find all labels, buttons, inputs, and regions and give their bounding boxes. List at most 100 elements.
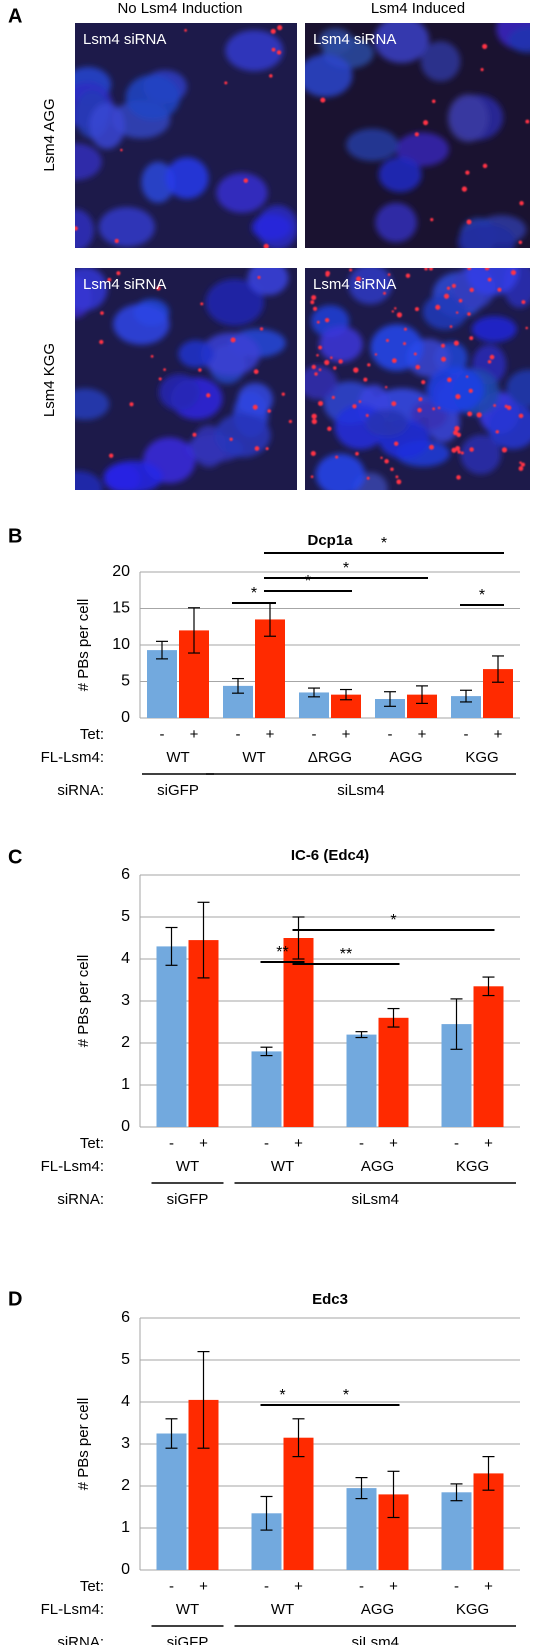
nucleus [460, 434, 501, 475]
x-tick-label: WT [176, 1158, 199, 1175]
p-body [435, 304, 441, 310]
p-body [456, 432, 462, 438]
p-body [253, 369, 259, 375]
p-body [501, 447, 508, 453]
p-body [465, 375, 469, 378]
tet-label: + [266, 726, 275, 743]
error-bar [355, 1031, 368, 1039]
significance-label: * [305, 573, 311, 590]
nucleus [457, 223, 516, 248]
significance-label: * [251, 585, 257, 602]
p-body [366, 476, 370, 480]
p-body [443, 293, 450, 299]
column-label: Lsm4 Induced [371, 0, 465, 17]
p-body [316, 320, 320, 324]
p-body [184, 28, 187, 32]
nucleus [200, 332, 260, 376]
p-body [465, 170, 470, 175]
y-tick-label: 15 [112, 600, 130, 617]
tet-label: + [484, 1578, 493, 1595]
p-body [325, 272, 330, 277]
p-body [384, 459, 389, 464]
p-body [424, 268, 428, 271]
error-bar [387, 1007, 400, 1028]
p-body [447, 377, 452, 383]
x-tick-label: KGG [456, 1158, 489, 1175]
bar [473, 986, 504, 1127]
x-tick-label: WT [271, 1158, 294, 1175]
nucleus [125, 74, 180, 121]
bar [378, 1017, 409, 1127]
p-body [518, 240, 523, 245]
nuclei [305, 23, 530, 248]
p-body [495, 430, 499, 434]
p-body [324, 359, 330, 366]
p-body [352, 404, 357, 409]
nuclei [75, 30, 297, 248]
p-body [441, 343, 446, 348]
error-bar [292, 916, 305, 960]
p-body [467, 411, 473, 417]
p-body [367, 363, 371, 367]
nucleus [395, 132, 449, 167]
nucleus [216, 172, 268, 213]
sirna-label: siGFP [167, 1634, 209, 1645]
p-body [310, 300, 315, 305]
p-body [311, 413, 317, 419]
p-body [327, 426, 332, 431]
tet-label: - [359, 1578, 364, 1595]
p-body [487, 277, 492, 282]
tet-label: - [236, 726, 241, 743]
y-tick-label: 6 [121, 866, 130, 883]
p-body [363, 377, 368, 382]
nucleus [247, 268, 289, 296]
p-body [387, 273, 391, 276]
micrograph [305, 268, 530, 490]
inset-label: Lsm4 siRNA [313, 31, 396, 48]
p-body [493, 404, 497, 407]
y-tick-label: 0 [121, 709, 130, 726]
tet-label: + [199, 1135, 208, 1152]
p-body [454, 425, 460, 432]
p-body [482, 43, 488, 49]
y-axis-label: # PBs per cell [75, 955, 92, 1048]
nucleus [508, 26, 530, 53]
tet-label: + [294, 1135, 303, 1152]
y-tick-label: 4 [121, 950, 130, 967]
p-body [385, 339, 389, 343]
row-label: Tet: [80, 1135, 104, 1152]
chart-title: Edc3 [312, 1291, 348, 1308]
p-body [469, 447, 474, 452]
tet-label: - [264, 1135, 269, 1152]
error-bar [450, 998, 463, 1050]
p-body [358, 400, 362, 403]
row-label: FL-Lsm4: [41, 1158, 104, 1175]
p-body [395, 475, 399, 479]
x-tick-label: AGG [361, 1601, 394, 1618]
error-bar [165, 926, 178, 966]
p-body [451, 283, 456, 288]
inset-label: Lsm4 siRNA [313, 276, 396, 293]
p-body [374, 353, 378, 356]
row-label: Tet: [80, 1578, 104, 1595]
error-bar [188, 607, 200, 654]
bar [451, 696, 481, 718]
p-body [394, 307, 397, 310]
significance-label: * [279, 1387, 285, 1404]
p-body [355, 451, 359, 456]
y-tick-label: 6 [121, 1309, 130, 1326]
nucleus [251, 214, 292, 241]
nucleus [374, 23, 430, 64]
x-tick-label: WT [166, 749, 189, 766]
p-body [476, 412, 482, 418]
p-body [338, 359, 343, 364]
micrograph [75, 23, 297, 248]
error-bar [156, 640, 168, 660]
p-body [456, 475, 461, 480]
sirna-label: siLsm4 [351, 1634, 399, 1645]
error-bar [355, 1476, 368, 1500]
p-body [224, 81, 228, 85]
p-body [458, 298, 463, 303]
nucleus [487, 403, 530, 450]
